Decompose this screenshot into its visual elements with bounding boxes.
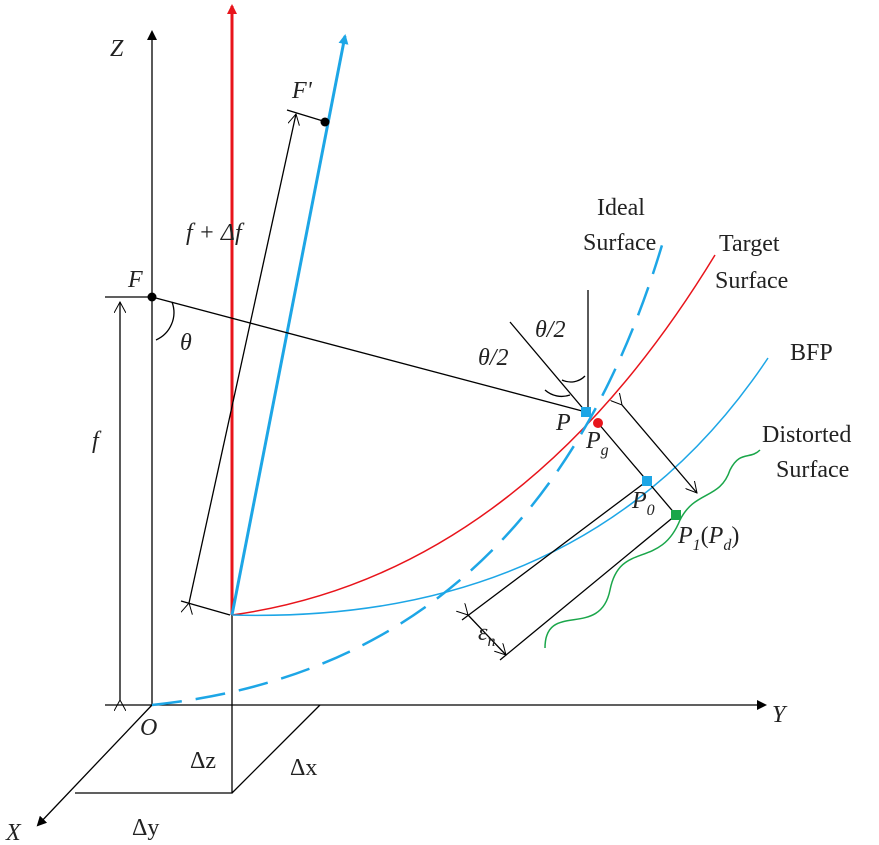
label-part: n (487, 633, 495, 650)
labels: Z Y X O F' F P Pg P0 P1(Pd) f + Δf f θ θ… (5, 36, 851, 845)
surface-label: Surface (776, 457, 849, 483)
label-part: P (585, 428, 601, 454)
label-part: 0 (647, 502, 655, 519)
label-part: P (708, 523, 724, 549)
point-label: P1(Pd) (677, 523, 739, 554)
label-part: d (723, 537, 732, 554)
angle-label: θ/2 (535, 317, 565, 343)
dimension-label: f (92, 428, 102, 454)
origin-label: O (140, 715, 157, 741)
label-part: g (601, 442, 609, 459)
label-part: P (677, 523, 693, 549)
dimension-label: Δx (290, 755, 317, 781)
dimension-label: f + Δf (186, 220, 245, 246)
axis-label: Z (110, 36, 124, 62)
surface-label: BFP (790, 340, 833, 366)
surface-label: Distorted (762, 422, 851, 448)
dimension-label: Δy (132, 815, 159, 841)
angle-label: θ/2 (478, 345, 508, 371)
surface-label: Ideal (597, 195, 645, 221)
dimension-label: εn (478, 620, 495, 650)
dimension-label: Δz (190, 748, 216, 774)
points (147, 117, 681, 520)
label-part: P (631, 488, 647, 514)
surface-label: Surface (583, 230, 656, 256)
point-label: P (555, 410, 571, 436)
lines (36, 4, 769, 827)
point-label: F (127, 267, 143, 293)
surface-label: Target (719, 231, 780, 257)
axis-label: Y (772, 702, 788, 728)
label-part: 1 (693, 537, 701, 554)
surface-label: Surface (715, 268, 788, 294)
point-label: F' (291, 78, 313, 104)
point-label: P0 (631, 488, 655, 519)
angle-label: θ (180, 330, 192, 356)
label-part: ε (478, 620, 488, 646)
point-label: Pg (585, 428, 609, 459)
axis-label: X (5, 820, 22, 845)
